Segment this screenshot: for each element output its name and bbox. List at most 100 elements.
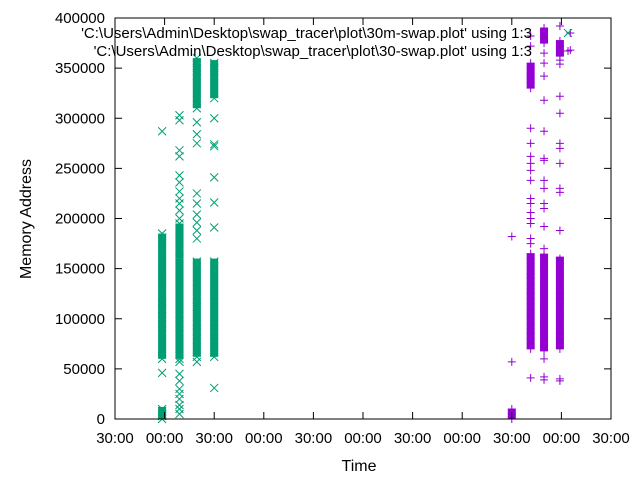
data-point bbox=[209, 113, 219, 123]
y-tick-label: 300000 bbox=[55, 110, 105, 127]
plot-marks bbox=[157, 22, 575, 424]
data-point-dense bbox=[526, 59, 535, 68]
data-point bbox=[192, 234, 202, 243]
legend-symbol-30-swap bbox=[564, 47, 572, 55]
data-point-dense bbox=[526, 249, 535, 258]
y-tick-label: 350000 bbox=[55, 60, 105, 77]
data-point bbox=[175, 178, 184, 187]
data-point bbox=[526, 32, 535, 41]
data-band bbox=[158, 406, 167, 419]
legend: 'C:\Users\Admin\Desktop\swap_tracer\plot… bbox=[81, 25, 573, 60]
data-band bbox=[158, 233, 167, 359]
data-point bbox=[175, 376, 184, 386]
y-tick-label: 250000 bbox=[55, 160, 105, 177]
data-point bbox=[526, 152, 535, 161]
x-tick-label: 30:00 bbox=[493, 430, 531, 447]
data-point bbox=[209, 139, 219, 149]
data-point bbox=[209, 198, 219, 207]
data-point bbox=[175, 115, 184, 125]
data-point bbox=[555, 376, 564, 385]
data-band bbox=[210, 258, 219, 357]
data-point bbox=[157, 304, 167, 314]
data-point bbox=[157, 126, 167, 136]
x-tick-label: 00:00 bbox=[543, 430, 581, 447]
data-point bbox=[540, 222, 549, 231]
x-tick-label: 30:00 bbox=[592, 430, 630, 447]
data-point bbox=[540, 72, 549, 81]
data-point bbox=[209, 173, 219, 182]
data-point bbox=[209, 383, 219, 393]
x-axis: 30:00 00:00 30:00 00:00 30:00 00:00 30:00 00:00… bbox=[96, 18, 630, 447]
legend-entry-30-swap: 'C:\Users\Admin\Desktop\swap_tracer\plot… bbox=[94, 43, 532, 60]
data-point bbox=[175, 357, 184, 367]
data-point bbox=[175, 151, 184, 161]
data-point bbox=[540, 156, 549, 165]
x-axis-label: Time bbox=[342, 458, 377, 475]
data-point bbox=[555, 60, 564, 69]
x-tick-label: 00:00 bbox=[443, 430, 481, 447]
legend-symbol-30m-swap bbox=[563, 28, 573, 38]
data-point bbox=[192, 210, 202, 219]
data-point bbox=[555, 92, 564, 101]
x-tick-label: 00:00 bbox=[146, 430, 184, 447]
data-point bbox=[175, 214, 184, 223]
data-point bbox=[192, 138, 202, 148]
data-point bbox=[555, 22, 564, 31]
y-tick-label: 0 bbox=[97, 411, 105, 428]
data-point bbox=[540, 176, 549, 185]
data-point bbox=[192, 302, 202, 312]
data-point bbox=[555, 159, 564, 168]
x-tick-label: 30:00 bbox=[96, 430, 134, 447]
data-point bbox=[209, 223, 219, 232]
data-point-dense bbox=[192, 257, 202, 266]
y-axis-label: Memory Address bbox=[18, 159, 35, 279]
data-point bbox=[507, 232, 516, 241]
y-axis: 0 50000 100000 150000 200000 250000 300000 3500… bbox=[55, 10, 611, 428]
data-point-dense bbox=[192, 53, 202, 63]
data-point bbox=[192, 117, 202, 127]
data-point bbox=[540, 354, 549, 363]
data-point bbox=[175, 171, 184, 180]
data-point-dense bbox=[209, 58, 219, 68]
data-point-dense bbox=[157, 229, 167, 238]
data-point-dense bbox=[555, 37, 564, 46]
data-point bbox=[507, 357, 516, 366]
data-point bbox=[540, 184, 549, 193]
x-tick-label: 00:00 bbox=[344, 430, 382, 447]
y-tick-label: 200000 bbox=[55, 211, 105, 228]
data-point bbox=[540, 375, 549, 384]
data-band bbox=[175, 223, 184, 259]
data-point bbox=[540, 244, 549, 253]
data-point bbox=[192, 357, 202, 367]
legend-entry-30m-swap: 'C:\Users\Admin\Desktop\swap_tracer\plot… bbox=[81, 25, 532, 42]
y-tick-label: 100000 bbox=[55, 311, 105, 328]
data-point bbox=[157, 368, 167, 378]
data-point bbox=[555, 109, 564, 118]
data-point bbox=[175, 187, 184, 196]
data-point bbox=[209, 141, 219, 151]
x-tick-label: 30:00 bbox=[195, 430, 233, 447]
data-point bbox=[540, 49, 549, 58]
plot-frame bbox=[114, 17, 612, 420]
data-point bbox=[175, 199, 184, 208]
data-point bbox=[175, 206, 184, 215]
data-point bbox=[526, 139, 535, 148]
data-point bbox=[555, 144, 564, 153]
data-point bbox=[526, 373, 535, 382]
data-point bbox=[192, 129, 202, 139]
y-tick-label: 150000 bbox=[55, 261, 105, 278]
data-point-dense bbox=[540, 251, 549, 260]
series-1 bbox=[507, 22, 575, 423]
data-point bbox=[526, 124, 535, 133]
data-point bbox=[540, 96, 549, 105]
data-point bbox=[526, 219, 535, 228]
data-point bbox=[526, 42, 535, 51]
y-tick-label: 50000 bbox=[63, 361, 105, 378]
data-point bbox=[526, 166, 535, 175]
data-point bbox=[192, 218, 202, 227]
data-point bbox=[192, 226, 202, 235]
data-point bbox=[175, 409, 184, 419]
legend-marker bbox=[563, 28, 573, 38]
legend-marker bbox=[564, 47, 572, 55]
